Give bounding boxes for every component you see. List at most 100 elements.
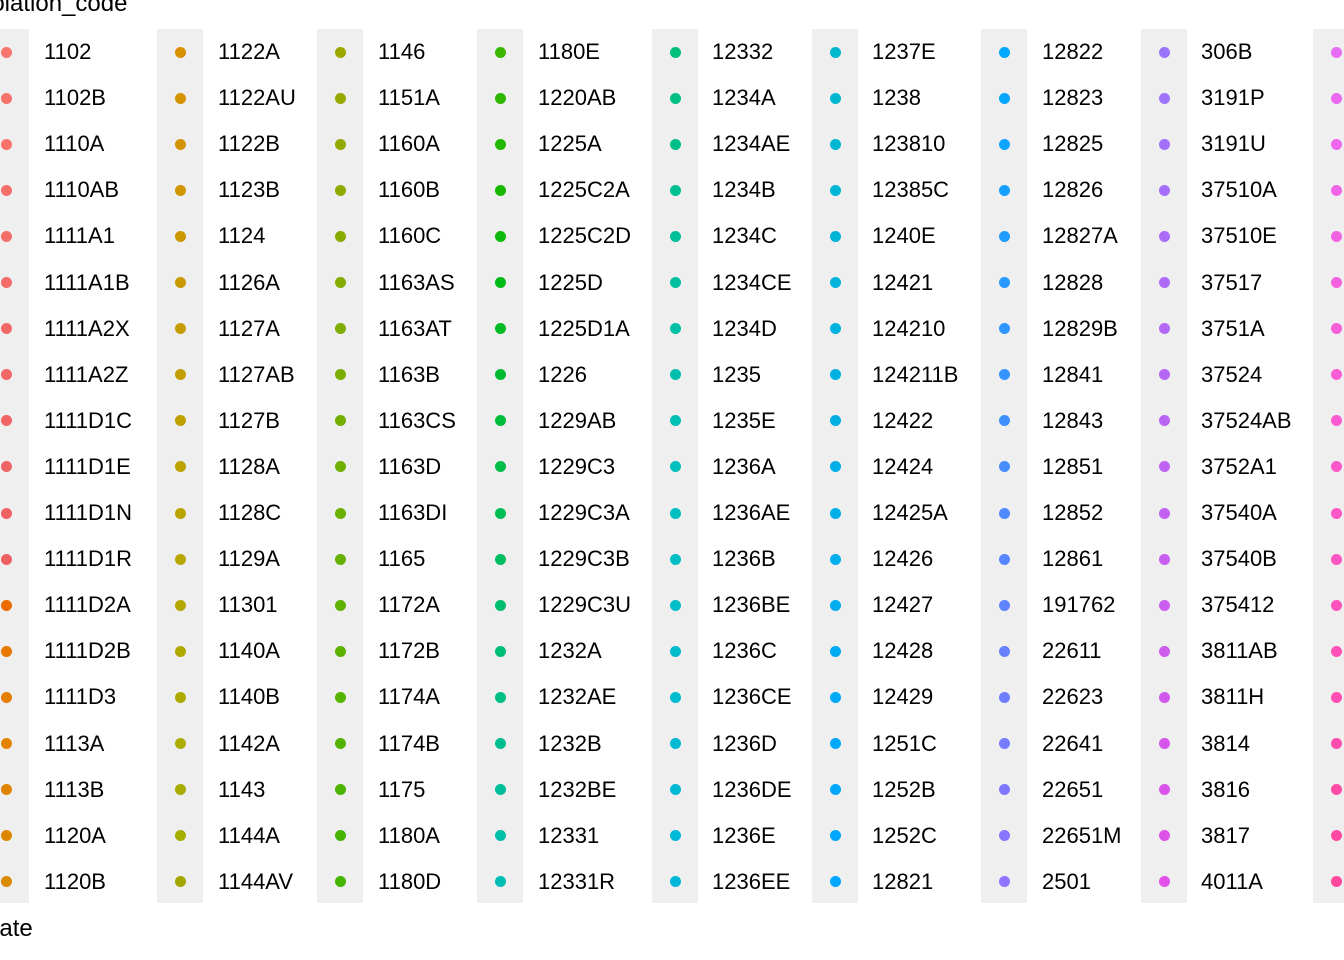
legend-key-dot [0, 691, 12, 703]
legend-label: 1236BE [712, 592, 791, 618]
legend-key-dot [998, 415, 1010, 427]
legend-key-dot [829, 461, 841, 473]
legend-label: 37517 [1201, 269, 1263, 295]
legend-key-dot [494, 277, 506, 288]
legend-key-dot [669, 876, 681, 888]
legend-key-dot [1158, 277, 1170, 288]
legend-key-dot [494, 876, 506, 888]
legend-key-dot [998, 691, 1010, 703]
legend-key-dot [829, 92, 841, 104]
legend-key-dot [174, 323, 186, 335]
legend-label: 1180D [378, 868, 442, 894]
legend-key-dot [0, 323, 12, 335]
legend-key-dot [1330, 876, 1342, 888]
legend-key-dot [1158, 830, 1170, 842]
legend-key-dot [998, 645, 1010, 657]
legend-label: 1111D1E [44, 453, 131, 479]
legend-label: 1225A [538, 131, 602, 157]
legend-label: 2501 [1042, 868, 1091, 894]
legend-label: 12428 [872, 638, 934, 664]
legend-label: 1235E [712, 407, 776, 433]
legend-key-dot [1330, 184, 1342, 196]
legend-key-dot [494, 738, 506, 749]
legend-key-dot [1330, 369, 1342, 381]
legend-key-dot [1330, 784, 1342, 796]
legend-label: 1234AE [712, 131, 791, 157]
legend-label: 12427 [872, 592, 934, 618]
legend-key-dot [0, 277, 12, 288]
legend-key-dot [998, 599, 1010, 611]
legend-key-dot [998, 830, 1010, 842]
legend-label: 1111D3 [44, 684, 117, 710]
legend-key-dot [829, 184, 841, 196]
legend-label: 1226 [538, 361, 587, 387]
legend-key-dot [669, 645, 681, 657]
legend-key-dot [669, 461, 681, 473]
legend-label: 3817 [1201, 822, 1250, 848]
legend-label: 3811AB [1201, 638, 1278, 664]
legend-label: 1229AB [538, 407, 617, 433]
legend-key-dot [334, 184, 346, 196]
legend-label: 37510E [1201, 223, 1277, 249]
legend-key-dot [669, 184, 681, 196]
legend-key-dot [494, 92, 506, 104]
legend-label: 37540A [1201, 500, 1277, 525]
legend-key-dot [669, 784, 681, 796]
legend-key-dot [1330, 553, 1342, 565]
legend-key-dot [1158, 784, 1170, 796]
legend-key-dot [1158, 46, 1170, 58]
legend-label: 3814 [1201, 730, 1250, 756]
legend-key-dot [0, 553, 12, 565]
legend-label: 1163AS [378, 269, 455, 295]
legend-label: 4011A [1201, 868, 1263, 894]
legend-key-dot [174, 46, 186, 58]
legend-key-dot [174, 784, 186, 796]
legend-key-dot [494, 645, 506, 657]
legend-label: 1111A1 [44, 223, 115, 249]
legend-key-dot [174, 553, 186, 565]
legend-label: 1160B [378, 177, 440, 203]
legend-key-dot [334, 645, 346, 657]
legend-key-dot [1330, 507, 1342, 519]
legend-label: 12822 [1042, 39, 1104, 64]
legend-key-dot [494, 830, 506, 842]
legend-label: 1113B [44, 776, 105, 802]
legend-label: 1172A [378, 592, 440, 618]
legend-label: 1163D [378, 453, 442, 479]
legend-label: 1126A [218, 269, 280, 295]
legend-key-dot [0, 415, 12, 427]
legend-label: 124211B [872, 361, 959, 387]
legend-label: 12827A [1042, 223, 1118, 249]
legend-key-dot [669, 369, 681, 381]
legend-label: 1234D [712, 315, 777, 341]
legend-label: 1163CS [378, 407, 456, 433]
legend-key-dot [174, 415, 186, 427]
legend-label: 1174B [378, 730, 440, 756]
legend-label: 12332 [712, 39, 774, 64]
legend-key-dot [0, 784, 12, 796]
legend-label: 306B [1201, 39, 1253, 64]
legend-label: 22651M [1042, 822, 1122, 848]
legend-label: 22641 [1042, 730, 1104, 756]
legend-key-dot [998, 553, 1010, 565]
legend-label: 1229C3 [538, 453, 616, 479]
legend-key-dot [669, 415, 681, 427]
legend-label: 1232BE [538, 776, 617, 802]
legend-label: 1123B [218, 177, 280, 203]
legend-key-dot [0, 507, 12, 519]
legend-key-dot [1330, 645, 1342, 657]
legend-key-dot [1330, 599, 1342, 611]
legend-label: 12829B [1042, 315, 1118, 341]
legend-key-dot [0, 599, 12, 611]
legend-key-dot [669, 138, 681, 150]
legend-key-dot [494, 138, 506, 150]
legend-label: 1120B [44, 868, 106, 894]
legend-label: 1111A2X [44, 315, 130, 341]
legend-key-dot [494, 691, 506, 703]
legend-label: 1120A [44, 822, 106, 848]
legend-label: 1111D2A [44, 592, 131, 618]
legend-label: 1163DI [378, 500, 448, 525]
legend-label: 1111A2Z [44, 361, 129, 387]
legend-label: 1111D1R [44, 546, 133, 572]
legend-key-dot [0, 230, 12, 242]
